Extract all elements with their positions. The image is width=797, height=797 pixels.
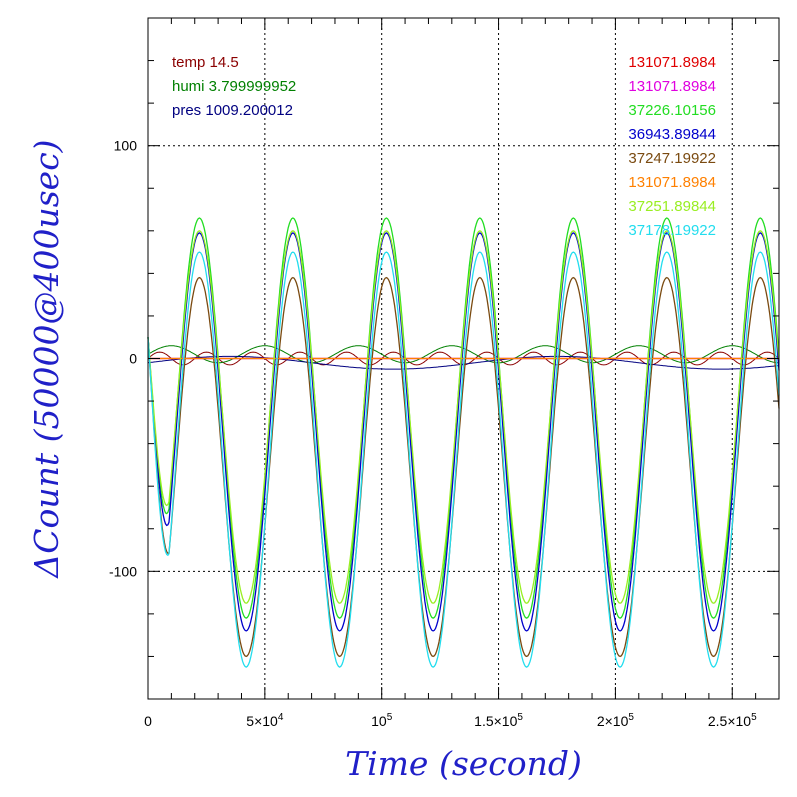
x-tick-label-3: 1.5×105 — [474, 712, 523, 729]
series-line-4 — [147, 276, 780, 658]
x-tick-label-1: 5×104 — [246, 712, 284, 729]
series-legend-6: 37251.89844 — [628, 198, 716, 215]
y-tick-label-1: 0 — [129, 351, 137, 367]
x-tick-label-2: 105 — [371, 712, 393, 729]
legend: temp 14.5 humi 3.799999952 pres 1009.20001… — [172, 54, 716, 239]
series-legend-5: 131071.8984 — [628, 174, 716, 191]
x-axis-title: Time (second) — [345, 744, 582, 783]
x-tick-label-0: 0 — [144, 713, 152, 729]
series-legend-2: 37226.10156 — [628, 102, 716, 119]
env-legend-1: humi 3.799999952 — [172, 78, 296, 95]
y-tick-label-0: 100 — [114, 138, 138, 154]
y-axis-title: ΔCount (50000@400usec) — [27, 139, 66, 579]
y-tick-label-2: -100 — [109, 563, 137, 579]
series-legend-7: 37178.19922 — [628, 222, 716, 239]
series-line-7 — [147, 251, 780, 668]
series-line-2 — [147, 217, 780, 619]
env-legend-2: pres 1009.200012 — [172, 102, 293, 119]
env-legend-0: temp 14.5 — [172, 54, 239, 71]
series-legend-0: 131071.8984 — [628, 54, 716, 71]
series-legend-1: 131071.8984 — [628, 78, 716, 95]
series-line-6 — [147, 230, 780, 604]
x-tick-label-5: 2.5×105 — [708, 712, 757, 729]
series-lines — [147, 217, 780, 668]
series-legend-4: 37247.19922 — [628, 150, 716, 167]
series-legend-3: 36943.89844 — [628, 126, 716, 143]
x-tick-label-4: 2×105 — [597, 712, 635, 729]
axis-ticks: 0 5×104 105 1.5×105 2×105 2.5×105 100 0 -100 — [109, 17, 779, 729]
